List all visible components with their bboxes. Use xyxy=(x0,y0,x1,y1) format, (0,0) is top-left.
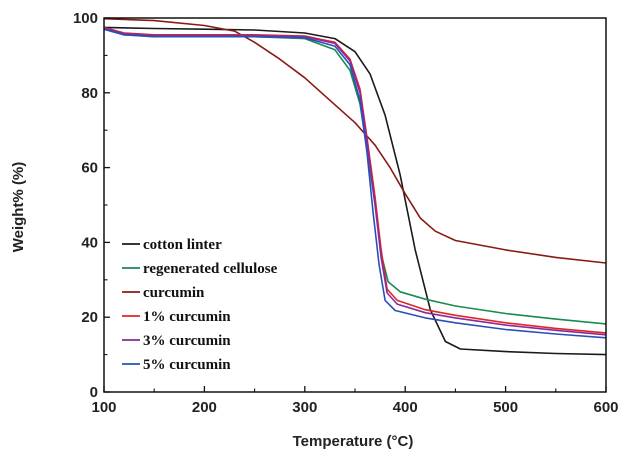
legend-label-0: cotton linter xyxy=(143,237,222,253)
y-tick-label: 0 xyxy=(90,384,98,401)
x-tick-label: 300 xyxy=(292,399,317,416)
legend-label-1: regenerated cellulose xyxy=(143,261,278,277)
x-tick-label: 600 xyxy=(593,399,618,416)
series-line-4 xyxy=(103,27,607,336)
series-line-2 xyxy=(103,17,607,264)
series-line-0 xyxy=(103,26,607,356)
legend-label-2: curcumin xyxy=(143,285,205,301)
y-tick-label: 100 xyxy=(73,10,98,27)
axes: 100 200 300 400 500 600 0 20 40 60 80 100 xyxy=(73,10,619,416)
x-tick-label: 200 xyxy=(192,399,217,416)
legend-label-5: 5% curcumin xyxy=(143,357,231,373)
x-tick-label: 100 xyxy=(91,399,116,416)
x-axis-title: Temperature (°C) xyxy=(293,433,414,450)
y-tick-label: 20 xyxy=(81,309,98,326)
x-tick-label: 400 xyxy=(393,399,418,416)
legend: cotton linter regenerated cellulose curcum… xyxy=(122,237,278,373)
x-tick-label: 500 xyxy=(493,399,518,416)
y-axis-title: Weight% (%) xyxy=(10,162,27,253)
y-tick-label: 60 xyxy=(81,160,98,177)
legend-label-3: 1% curcumin xyxy=(143,309,231,325)
y-tick-label: 80 xyxy=(81,85,98,102)
plot-area xyxy=(103,17,607,356)
series-line-5 xyxy=(103,28,607,339)
legend-label-4: 3% curcumin xyxy=(143,333,231,349)
y-tick-label: 40 xyxy=(81,234,98,251)
